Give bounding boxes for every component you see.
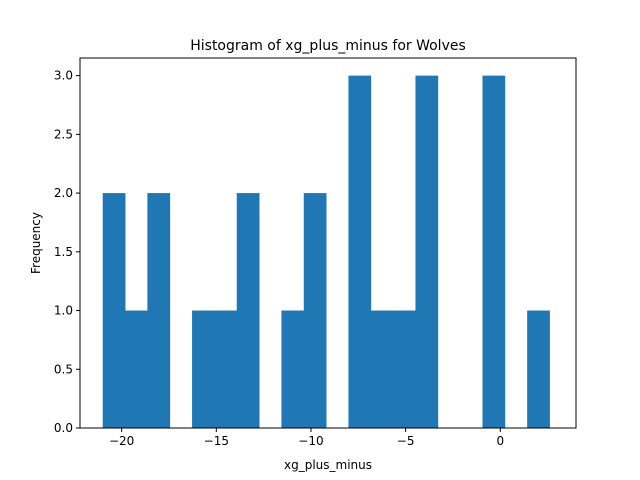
y-tick-label: 2.5 [54,127,73,141]
x-axis-label: xg_plus_minus [284,458,372,472]
plot-frame [79,57,577,429]
histogram-bar [482,75,506,429]
histogram-bar [192,310,215,428]
y-axis-ticks: 0.0 0.5 1.0 1.5 2.0 2.5 3.0 [54,69,80,435]
histogram-bar [303,193,327,428]
histogram-bar [102,193,126,428]
histogram-bar [370,310,394,428]
y-axis-label: Frequency [29,212,43,274]
histogram-bar [125,310,148,428]
histogram-bar [214,310,238,428]
x-tick-label: 0 [496,434,504,448]
x-tick-label: −20 [109,434,134,448]
chart-title: Histogram of xg_plus_minus for Wolves [190,38,466,54]
histogram-bars [102,75,550,429]
histogram-bar [281,310,305,428]
histogram-bar [348,75,372,429]
x-axis-ticks: −20 −15 −10 −5 0 [109,428,504,448]
y-tick-label: 0.5 [54,362,73,376]
y-tick-label: 1.0 [54,304,73,318]
y-tick-label: 1.5 [54,245,73,259]
histogram-bar [415,75,439,429]
x-tick-label: −5 [397,434,415,448]
y-tick-label: 0.0 [54,421,73,435]
histogram-bar [236,193,260,428]
histogram-bar [393,310,416,428]
x-tick-label: −10 [298,434,323,448]
histogram-bar [527,310,550,428]
histogram-bar [147,193,171,428]
y-tick-label: 2.0 [54,186,73,200]
x-tick-label: −15 [204,434,229,448]
y-tick-label: 3.0 [54,69,73,83]
